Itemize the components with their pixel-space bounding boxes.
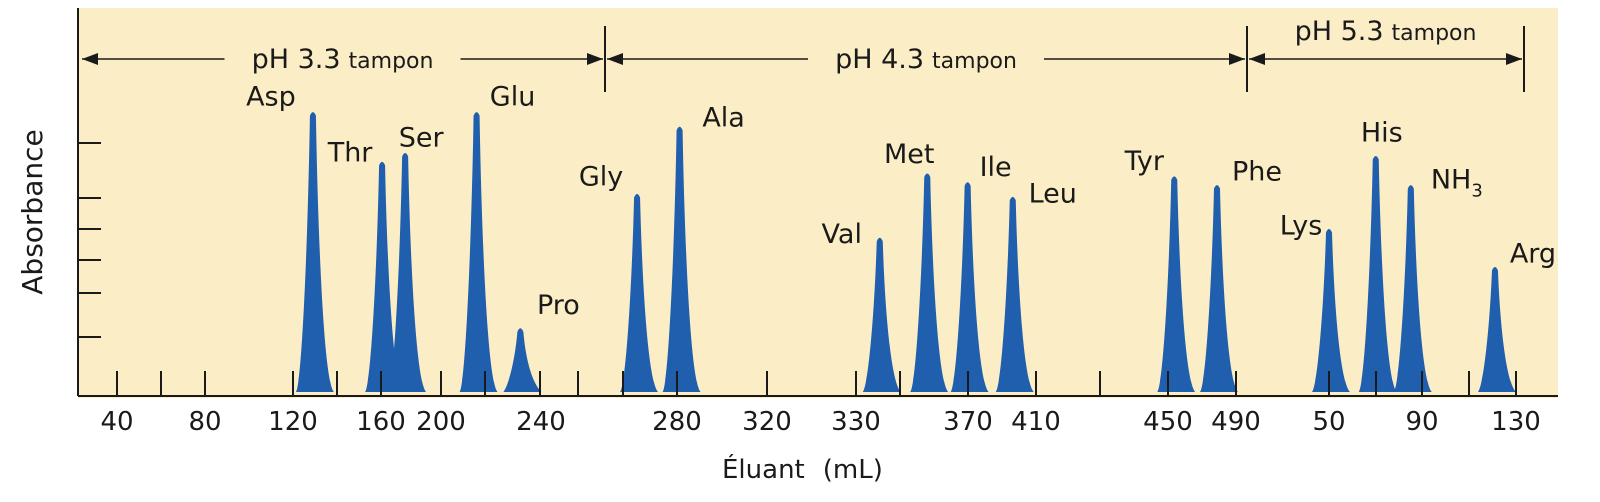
x-tick-label: 240 [516, 407, 566, 437]
buffer-label-0: pH 3.3 tampon [252, 44, 434, 75]
buffer-arrow-head-left-2 [1249, 53, 1265, 65]
peak-tyr [1157, 176, 1196, 392]
x-axis-ticks: 40 80 120 160 200 240 280 320 330 370 410 450 490 50 9… [100, 371, 1541, 437]
x-tick-label: 410 [1011, 407, 1061, 437]
peak-glu [459, 112, 498, 393]
x-axis-label: Éluant (mL) [722, 453, 883, 485]
peak-label-ser: Ser [399, 123, 445, 154]
buffer-arrow-head-right-1 [1229, 53, 1245, 65]
peak-pro [503, 328, 542, 392]
peak-label-ala: Ala [702, 102, 745, 133]
peak-thr [365, 161, 404, 392]
peak-met [910, 173, 949, 392]
x-tick-label: 330 [831, 407, 881, 437]
peak-label-arg: Arg [1510, 238, 1556, 269]
x-tick-label: 280 [652, 407, 702, 437]
peak-arg [1477, 266, 1516, 392]
x-tick-label: 80 [188, 407, 221, 437]
x-tick-label: 200 [416, 407, 466, 437]
peak-label-ile: Ile [980, 152, 1012, 183]
buffer-label-backdrop-1 [808, 42, 1044, 76]
peak-label-met: Met [884, 139, 935, 170]
x-tick-label: 490 [1211, 407, 1261, 437]
peak-ser [388, 153, 427, 392]
y-axis-label: Absorbance [16, 129, 49, 294]
peak-label-pro: Pro [537, 290, 580, 321]
peak-his [1358, 155, 1397, 392]
peak-ala [662, 126, 701, 392]
peak-leu [995, 196, 1034, 392]
peak-label-phe: Phe [1232, 157, 1282, 188]
x-tick-label: 40 [100, 407, 133, 437]
peak-label-lys: Lys [1280, 210, 1323, 241]
peak-gly [620, 193, 659, 392]
peak-lys [1312, 228, 1350, 392]
x-tick-label: 320 [742, 407, 792, 437]
peak-label-leu: Leu [1029, 178, 1077, 209]
peak-ile [950, 182, 989, 392]
peak-label-gly: Gly [579, 161, 623, 192]
peak-label-his: His [1361, 117, 1403, 148]
x-tick-label: 450 [1143, 407, 1193, 437]
peak-label-asp: Asp [246, 82, 296, 113]
peak-label-nh3: NH3 [1431, 165, 1483, 202]
peak-phe [1200, 185, 1238, 392]
x-tick-label: 90 [1405, 407, 1438, 437]
buffer-arrow-head-left-1 [607, 53, 623, 65]
x-tick-label: 160 [356, 407, 406, 437]
buffer-ranges-group: pH 3.3 tampon pH 4.3 tampon pH 5.3 tampon [82, 14, 1525, 92]
peak-asp [295, 112, 334, 393]
peak-nh3 [1393, 185, 1432, 392]
buffer-arrow-head-right-0 [587, 53, 603, 65]
peak-label-tyr: Tyr [1124, 146, 1165, 177]
buffer-label-1: pH 4.3 tampon [835, 44, 1017, 75]
buffer-arrow-head-right-2 [1506, 53, 1522, 65]
peak-labels-group: Asp Thr Ser Glu Pro Gly Ala Val Met Ile Leu Tyr Phe L… [246, 82, 1556, 321]
y-axis-ticks [78, 142, 101, 338]
x-tick-label: 370 [943, 407, 993, 437]
peak-label-val: Val [822, 219, 862, 250]
peak-label-glu: Glu [490, 82, 536, 113]
x-tick-label: 130 [1491, 407, 1541, 437]
x-tick-label: 50 [1312, 407, 1345, 437]
buffer-label-backdrop-2 [1270, 14, 1501, 48]
buffer-label-2: pH 5.3 tampon [1295, 16, 1477, 47]
peak-val [862, 237, 901, 392]
x-tick-label: 120 [268, 407, 318, 437]
buffer-arrow-head-left-0 [82, 53, 98, 65]
buffer-label-backdrop-0 [224, 42, 461, 76]
peak-label-thr: Thr [327, 137, 374, 168]
peaks-group [295, 112, 1516, 393]
